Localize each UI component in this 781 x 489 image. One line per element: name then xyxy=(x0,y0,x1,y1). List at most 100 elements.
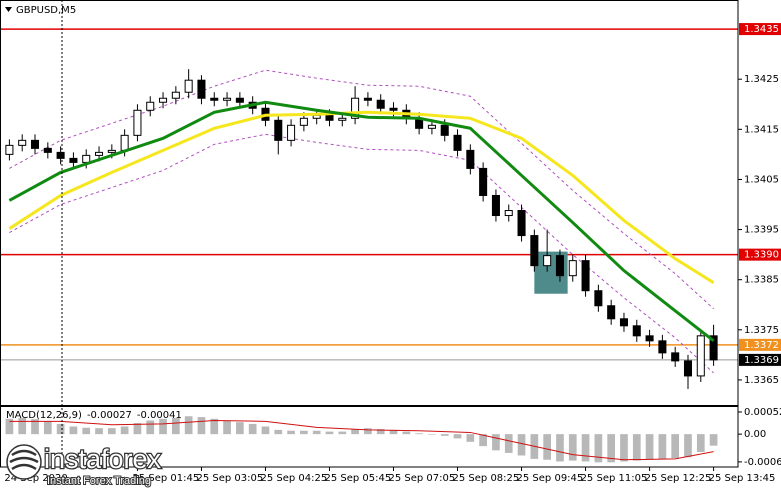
candle-body xyxy=(5,144,14,155)
macd-bar xyxy=(197,417,206,435)
macd-bar xyxy=(645,434,654,460)
macd-bar xyxy=(568,434,577,461)
macd-bar xyxy=(671,434,680,459)
candle-body xyxy=(594,290,603,307)
macd-bar xyxy=(492,434,500,451)
macd-bar xyxy=(684,434,692,458)
candle-body xyxy=(581,260,590,292)
macd-bar xyxy=(364,428,372,435)
y-tick-label: 1.3395 xyxy=(744,225,779,236)
macd-bar xyxy=(300,430,308,435)
macd-bar xyxy=(56,423,65,435)
slogan: Instant Forex Trading xyxy=(47,475,151,487)
macd-bar xyxy=(415,433,423,435)
watermark: instaforex Instant Forex Trading xyxy=(6,443,163,488)
x-tick-label: 25 Sep 09:45 xyxy=(517,473,584,484)
macd-tick-label: -0.00065 xyxy=(744,457,781,468)
macd-bar xyxy=(338,431,347,435)
x-tick-label: 25 Sep 11:05 xyxy=(581,473,648,484)
x-tick-label: 25 Sep 04:25 xyxy=(260,473,327,484)
macd-bar xyxy=(543,434,551,460)
level-label: 1.3372 xyxy=(744,340,779,351)
candle-body xyxy=(235,97,244,103)
envelope-line xyxy=(9,133,714,374)
candle-body xyxy=(530,235,539,267)
x-tick-label: 25 Sep 13:45 xyxy=(709,473,776,484)
macd-bar xyxy=(504,434,513,453)
macd-bar xyxy=(172,417,180,435)
brand: instaforex xyxy=(44,444,162,474)
candle-body xyxy=(120,134,129,151)
macd-bar xyxy=(248,423,257,435)
candle-body xyxy=(210,97,219,101)
y-tick-label: 1.3365 xyxy=(744,375,779,386)
x-tick-label: 25 Sep 12:25 xyxy=(645,473,712,484)
macd-bar xyxy=(440,434,449,436)
macd-bar xyxy=(556,434,564,462)
candle-body xyxy=(658,340,667,354)
macd-bar xyxy=(236,422,244,435)
candle-body xyxy=(619,318,628,327)
macd-bar xyxy=(184,416,193,435)
candle-body xyxy=(440,124,449,136)
candle-body xyxy=(197,79,206,99)
macd-bar xyxy=(632,434,641,461)
candle-body xyxy=(43,147,52,153)
candle-body xyxy=(709,335,718,361)
macd-bar xyxy=(402,431,411,435)
candle-body xyxy=(30,139,40,149)
macd-bar xyxy=(325,431,334,435)
macd-bar xyxy=(159,418,167,435)
candle-body xyxy=(325,114,334,121)
macd-bar xyxy=(389,429,398,435)
candle-body xyxy=(607,305,616,320)
macd-bar xyxy=(287,430,295,435)
x-tick-label: 25 Sep 07:05 xyxy=(389,473,456,484)
macd-tick-label: 0.00 xyxy=(744,429,766,440)
candle-body xyxy=(466,149,475,169)
candle-body xyxy=(696,335,705,377)
x-tick-label: 25 Sep 01:45 xyxy=(132,473,199,484)
candle-body xyxy=(95,151,104,156)
level-label: 1.3390 xyxy=(744,250,779,261)
macd-bar xyxy=(594,434,603,463)
candle-body xyxy=(555,255,564,277)
macd-bar xyxy=(274,429,283,435)
level-badge xyxy=(739,23,781,36)
candle-body xyxy=(517,210,526,237)
macd-bar xyxy=(223,420,231,435)
x-tick-label: 25 Sep 05:45 xyxy=(324,473,391,484)
x-tick-label: 24 Sep 2020 xyxy=(4,473,67,484)
macd-title: MACD(12,26,9) xyxy=(6,410,82,421)
macd-bar xyxy=(18,417,27,435)
macd-bar xyxy=(5,418,14,435)
macd-bar xyxy=(31,419,39,435)
macd-frame xyxy=(0,406,739,468)
candle-body xyxy=(69,157,78,163)
macd-bar xyxy=(581,434,590,462)
macd-bar xyxy=(466,434,475,442)
macd-bar xyxy=(376,429,385,435)
moving-average xyxy=(8,110,715,284)
macd-bar xyxy=(351,429,359,435)
candle-body xyxy=(184,79,193,93)
x-tick-label: 25 Sep 08:25 xyxy=(453,473,520,484)
candle-body xyxy=(107,149,116,153)
candle-body xyxy=(568,260,577,277)
macd-bar xyxy=(210,418,219,435)
candle-body xyxy=(351,97,360,119)
envelope-line xyxy=(9,69,714,310)
x-tick-label: 25 Sep 03:05 xyxy=(196,473,263,484)
macd-bar xyxy=(696,434,705,453)
macd-bar xyxy=(69,426,78,435)
y-tick-label: 1.3405 xyxy=(744,174,779,185)
macd-bar xyxy=(428,434,436,435)
candle-body xyxy=(363,97,372,101)
macd-bar xyxy=(133,423,142,435)
macd-bar xyxy=(107,428,116,435)
macd-bar xyxy=(479,434,487,447)
candle-body xyxy=(146,101,155,111)
